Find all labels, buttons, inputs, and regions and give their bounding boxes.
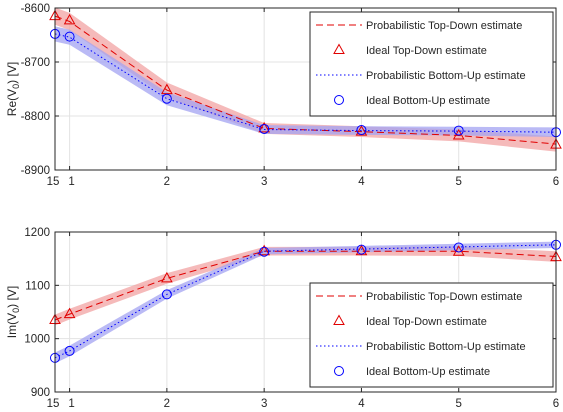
x-tick-label: 15 (47, 398, 60, 410)
marker-circle (453, 125, 464, 136)
legend-box (309, 282, 554, 388)
series-line-bu_prob (54, 33, 557, 133)
confidence-band-td_prob (55, 7, 556, 152)
marker-circle (453, 242, 464, 253)
confidence-band-td_prob (55, 246, 556, 326)
x-tick-label: 1 (68, 176, 74, 188)
x-tick-label: 3 (261, 176, 267, 188)
confidence-band-bu_prob (55, 241, 556, 364)
y-axis-label: Re(V0) [V] (5, 62, 21, 116)
legend-label-td_ideal: Ideal Top-Down estimate (366, 316, 487, 328)
marker-circle (356, 125, 367, 136)
legend-label-td_ideal: Ideal Top-Down estimate (366, 45, 487, 57)
marker-circle (64, 31, 75, 42)
x-tick-label: 3 (261, 398, 267, 410)
marker-triangle (161, 83, 173, 95)
marker-triangle (355, 244, 368, 256)
marker-circle (259, 246, 270, 257)
legend-label-td_prob: Probabilistic Top-Down estimate (366, 291, 522, 303)
legend-swatch-td_ideal (333, 43, 345, 54)
series-line-bu_prob (54, 244, 557, 359)
marker-triangle (63, 13, 76, 25)
marker-triangle (161, 271, 173, 283)
series-line-td_prob (54, 250, 557, 321)
x-tick-label: 5 (456, 176, 462, 188)
y-tick-label: 1000 (24, 334, 50, 346)
marker-circle (161, 93, 172, 104)
y-tick-label: -8700 (21, 57, 50, 69)
legend-label-bu_ideal: Ideal Bottom-Up estimate (366, 95, 490, 107)
marker-circle (356, 244, 367, 255)
chart-panel-imag: 15 1 2 3 4 5 6 900 1000 1100 1200 Im(V0) [V] Probabi… (5, 227, 562, 410)
marker-triangle (63, 307, 76, 319)
x-tick-label: 2 (164, 176, 170, 188)
legend-swatch-bu_ideal (334, 95, 344, 105)
y-tick-label: -8800 (21, 111, 50, 123)
y-tick-label: 1200 (24, 227, 50, 239)
x-tick-label: 2 (164, 398, 170, 410)
legend-label-bu_ideal: Ideal Bottom-Up estimate (366, 366, 490, 378)
x-tick-label: 15 (47, 176, 60, 188)
marker-circle (64, 345, 75, 356)
y-tick-label: 900 (31, 387, 50, 399)
marker-triangle (452, 245, 465, 256)
y-tick-label: -8900 (21, 165, 50, 177)
y-tick-label: 1100 (25, 280, 50, 292)
x-tick-label: 4 (358, 176, 365, 188)
axes-box (54, 231, 557, 393)
y-axis-label: Im(V0) [V] (5, 286, 21, 338)
legend-swatch-bu_ideal (334, 366, 344, 376)
legend-label-bu_prob: Probabilistic Bottom-Up estimate (366, 341, 526, 353)
legend-label-td_prob: Probabilistic Top-Down estimate (366, 20, 522, 32)
x-tick-label: 6 (553, 176, 559, 188)
x-tick-label: 4 (358, 398, 365, 410)
x-tick-label: 6 (553, 398, 559, 410)
marker-circle (161, 289, 172, 300)
x-tick-label: 1 (68, 398, 74, 410)
legend-swatch-td_ideal (333, 314, 345, 325)
x-tick-label: 5 (456, 398, 462, 410)
marker-triangle (258, 244, 271, 256)
y-tick-label: -8600 (21, 3, 50, 15)
marker-triangle (258, 121, 271, 133)
axes-box (54, 7, 557, 171)
chart-panel-real: 15 1 2 3 4 5 6 -8600 -8700 -8800 -8900 Re(V0) [V] Pr… (5, 3, 562, 188)
legend-box (309, 11, 554, 117)
legend-label-bu_prob: Probabilistic Bottom-Up estimate (366, 70, 526, 82)
marker-circle (259, 123, 270, 134)
marker-triangle (355, 125, 368, 136)
